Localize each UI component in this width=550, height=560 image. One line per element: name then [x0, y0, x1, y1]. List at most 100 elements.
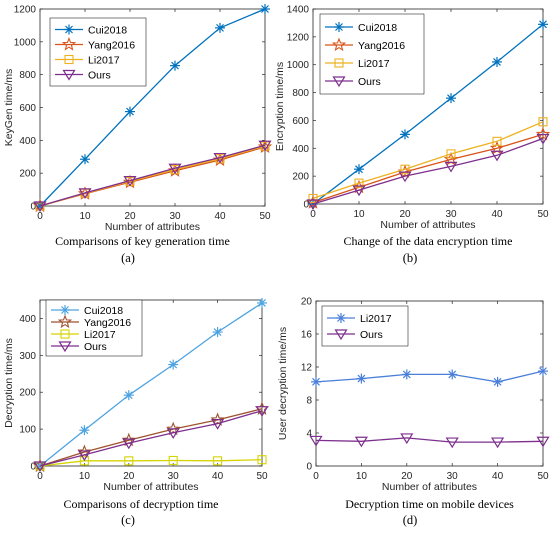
y-tick-label: 200 — [19, 388, 36, 399]
series-line — [312, 133, 544, 204]
data-point — [255, 406, 269, 417]
legend: Li2017 Ours — [321, 305, 409, 347]
x-axis-label: Number of attributes — [103, 481, 198, 493]
series-ours — [306, 133, 550, 211]
x-tick-label: 10 — [79, 471, 91, 482]
data-point — [123, 175, 137, 187]
y-tick-label: 12 — [301, 363, 313, 374]
data-point — [354, 436, 368, 448]
x-tick-label: 0 — [37, 211, 43, 222]
y-tick-label: 1000 — [287, 60, 310, 71]
y-tick-label: 0 — [30, 202, 36, 213]
legend-item: Li2017 — [55, 55, 120, 67]
y-tick-label: 4 — [306, 429, 312, 440]
data-point — [168, 163, 182, 175]
legend-marker — [332, 76, 346, 88]
data-point — [492, 376, 503, 387]
data-point — [536, 133, 550, 145]
y-tick-label: 400 — [292, 144, 309, 155]
data-point — [213, 456, 223, 466]
y-tick-label: 800 — [19, 70, 36, 81]
legend-marker — [60, 329, 70, 339]
x-tick-label: 50 — [537, 471, 549, 482]
series-line — [39, 408, 263, 467]
data-point — [492, 56, 502, 67]
series-line — [315, 437, 544, 443]
legend-marker — [58, 341, 72, 353]
data-point — [166, 428, 180, 439]
legend-item: Yang2016 — [325, 37, 405, 52]
x-tick-label: 10 — [356, 471, 368, 482]
data-point — [77, 450, 91, 462]
x-tick-label: 0 — [37, 471, 43, 482]
legend-label: Cui2018 — [358, 22, 397, 34]
y-tick-label: 300 — [19, 351, 36, 362]
x-tick-label: 20 — [123, 471, 135, 482]
legend-marker — [60, 305, 70, 315]
x-tick-label: 0 — [313, 471, 319, 482]
series-line — [312, 121, 544, 200]
data-point — [211, 418, 225, 430]
series-li2017 — [311, 366, 548, 387]
data-point — [401, 369, 412, 380]
data-point — [78, 188, 92, 200]
series-line — [39, 302, 263, 467]
y-tick-label: 8 — [306, 396, 312, 407]
legend-item: Li2017 — [327, 313, 392, 325]
legend-marker — [336, 313, 346, 323]
legend-label: Li2017 — [360, 313, 392, 325]
data-point — [354, 178, 364, 188]
legend-marker — [331, 37, 347, 52]
y-tick-label: 200 — [292, 172, 309, 183]
data-point — [33, 201, 47, 213]
y-axis-label: Encryption time/ms — [274, 62, 286, 151]
y-tick-label: 600 — [19, 103, 36, 114]
y-tick-label: 0 — [30, 462, 36, 473]
x-tick-label: 20 — [124, 211, 136, 222]
panel-tag: (c) — [121, 513, 135, 527]
series-line — [312, 137, 544, 205]
y-tick-label: 1200 — [14, 5, 37, 16]
x-tick-label: 0 — [310, 209, 316, 220]
legend-item: Cui2018 — [325, 22, 397, 34]
series-ours — [309, 433, 550, 449]
panel-tag: (d) — [403, 513, 418, 527]
data-point — [538, 19, 548, 30]
y-tick-label: 1000 — [14, 37, 37, 48]
legend-label: Yang2016 — [358, 40, 405, 52]
series-line — [39, 144, 266, 207]
x-tick-label: 30 — [168, 471, 180, 482]
data-point — [166, 421, 181, 436]
panel-tag: (b) — [403, 251, 418, 265]
x-tick-label: 50 — [259, 211, 271, 222]
data-point — [80, 154, 90, 165]
chart-panel: 0 10 20 30 40 50 0 100 200 300 400 Number of attrib… — [3, 297, 270, 527]
data-point — [311, 376, 321, 387]
legend: Cui2018 Yang2016 Li2017 Ours — [49, 17, 147, 87]
legend-marker — [64, 54, 74, 65]
legend-label: Yang2016 — [88, 40, 135, 52]
data-point — [123, 390, 134, 401]
legend-label: Ours — [358, 76, 381, 88]
panel-caption: Decryption time on mobile devices — [345, 497, 514, 511]
data-point — [260, 4, 270, 14]
data-point — [257, 297, 267, 308]
legend-marker — [64, 24, 74, 35]
series-cui2018 — [35, 297, 267, 471]
data-point — [538, 117, 548, 127]
x-tick-label: 30 — [447, 471, 459, 482]
data-point — [398, 171, 412, 183]
data-point — [125, 106, 135, 117]
legend-item: Ours — [325, 76, 381, 88]
y-tick-label: 1400 — [287, 5, 310, 16]
x-tick-label: 10 — [353, 209, 365, 220]
data-point — [309, 435, 323, 447]
legend-item: Ours — [55, 70, 111, 82]
data-point — [306, 199, 320, 211]
data-point — [308, 193, 318, 203]
x-tick-label: 20 — [401, 471, 413, 482]
y-tick-label: 200 — [19, 169, 36, 180]
y-tick-label: 100 — [19, 425, 36, 436]
data-point — [257, 455, 267, 465]
